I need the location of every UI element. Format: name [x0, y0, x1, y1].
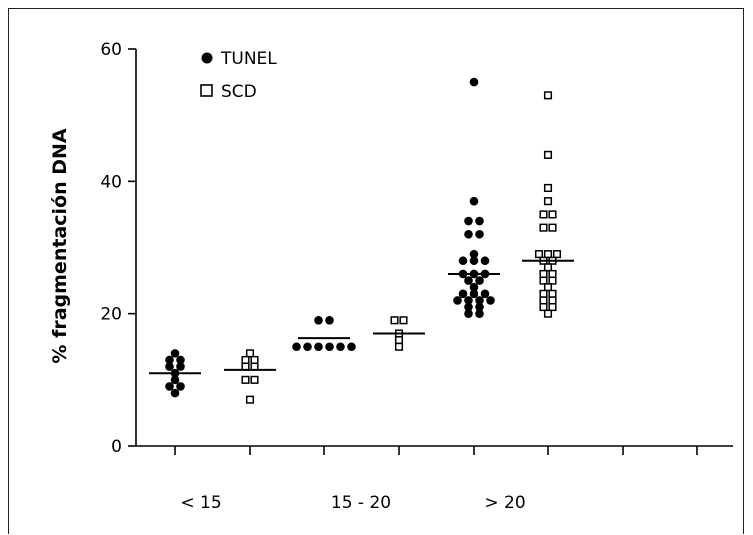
scd-point — [539, 303, 548, 312]
tunel-point — [475, 302, 484, 312]
scd-point — [548, 269, 557, 279]
tunel-point — [458, 289, 468, 299]
scd-point — [543, 197, 553, 206]
scd-point — [534, 250, 544, 259]
scd-point — [548, 289, 557, 298]
scd-point — [539, 269, 548, 279]
scd-point — [543, 250, 553, 259]
tunel-point — [458, 256, 468, 266]
tunel-point — [475, 276, 484, 285]
tunel-point — [464, 296, 473, 305]
scd-point — [543, 309, 553, 318]
scd-point — [548, 210, 557, 219]
tunel-point — [475, 229, 484, 239]
scd-point — [539, 289, 548, 298]
scd-point — [548, 276, 557, 285]
tunel-point — [486, 296, 495, 305]
y-axis-label: % fragmentación DNA — [49, 128, 71, 363]
tunel-point — [336, 342, 345, 352]
axes: 0 20 40 60 < 15 15 - 20 > 20 — [100, 40, 733, 513]
tunel-point — [469, 249, 479, 259]
scd-point — [552, 250, 562, 259]
scd-point — [390, 316, 399, 325]
scd-point — [548, 296, 557, 305]
scd-point — [394, 336, 404, 345]
scd-point — [241, 355, 250, 365]
tunel-point — [165, 382, 174, 391]
tunel-point — [453, 296, 462, 305]
tunel-point — [480, 256, 490, 266]
tunel-point — [314, 315, 323, 325]
tunel-point — [464, 276, 473, 285]
scd-point — [539, 296, 548, 305]
tunel-point — [464, 309, 473, 318]
scd-point — [241, 375, 250, 384]
tunel-point — [176, 355, 185, 365]
y-tick-label: 60 — [100, 40, 122, 60]
scd-point — [543, 183, 553, 192]
tunel-point — [325, 342, 334, 352]
tunel-point — [292, 342, 301, 352]
scd-point — [399, 316, 408, 325]
tunel-point — [176, 382, 185, 391]
scd-point — [543, 263, 553, 272]
tunel-point — [165, 362, 174, 371]
tunel-point — [469, 289, 479, 299]
tunel-point — [469, 256, 479, 266]
tunel-point — [303, 342, 312, 352]
scd-point — [543, 91, 553, 100]
scd-point — [394, 342, 404, 351]
scd-point — [250, 375, 259, 384]
legend-label-scd: SCD — [221, 82, 257, 102]
tunel-point — [176, 362, 185, 371]
tunel-point — [469, 77, 479, 87]
tunel-point — [464, 302, 473, 312]
scd-point — [245, 349, 255, 358]
tunel-point — [165, 355, 174, 365]
x-category-label: 15 - 20 — [331, 493, 391, 513]
legend-marker-scd — [200, 84, 213, 97]
chart-marks — [149, 77, 574, 404]
scd-point — [539, 210, 548, 219]
scd-point — [548, 303, 557, 312]
tunel-point — [464, 229, 473, 239]
tunel-point — [469, 282, 479, 292]
scd-point — [539, 223, 548, 232]
scd-point — [539, 276, 548, 285]
scd-point — [543, 150, 553, 159]
scd-point — [548, 223, 557, 232]
legend: TUNEL SCD — [200, 49, 277, 102]
legend-label-tunel: TUNEL — [220, 49, 277, 69]
scd-point — [250, 355, 259, 365]
legend-marker-tunel — [201, 52, 213, 64]
tunel-point — [475, 296, 484, 305]
tunel-point — [170, 349, 180, 358]
tunel-point — [325, 315, 334, 325]
tunel-point — [347, 342, 356, 352]
tunel-point — [314, 342, 323, 352]
tunel-point — [475, 216, 484, 226]
chart-frame — [8, 8, 744, 534]
y-tick-label: 40 — [100, 172, 122, 192]
tunel-point — [170, 375, 180, 385]
scd-point — [245, 395, 255, 404]
y-tick-label: 20 — [100, 305, 122, 325]
x-category-label: < 15 — [180, 493, 221, 513]
scd-point — [543, 283, 553, 292]
y-tick-label: 0 — [111, 437, 122, 457]
tunel-point — [170, 388, 180, 398]
x-category-label: > 20 — [484, 493, 525, 513]
tunel-point — [475, 309, 484, 318]
tunel-point — [469, 196, 479, 206]
tunel-point — [480, 289, 490, 299]
tunel-point — [464, 216, 473, 226]
